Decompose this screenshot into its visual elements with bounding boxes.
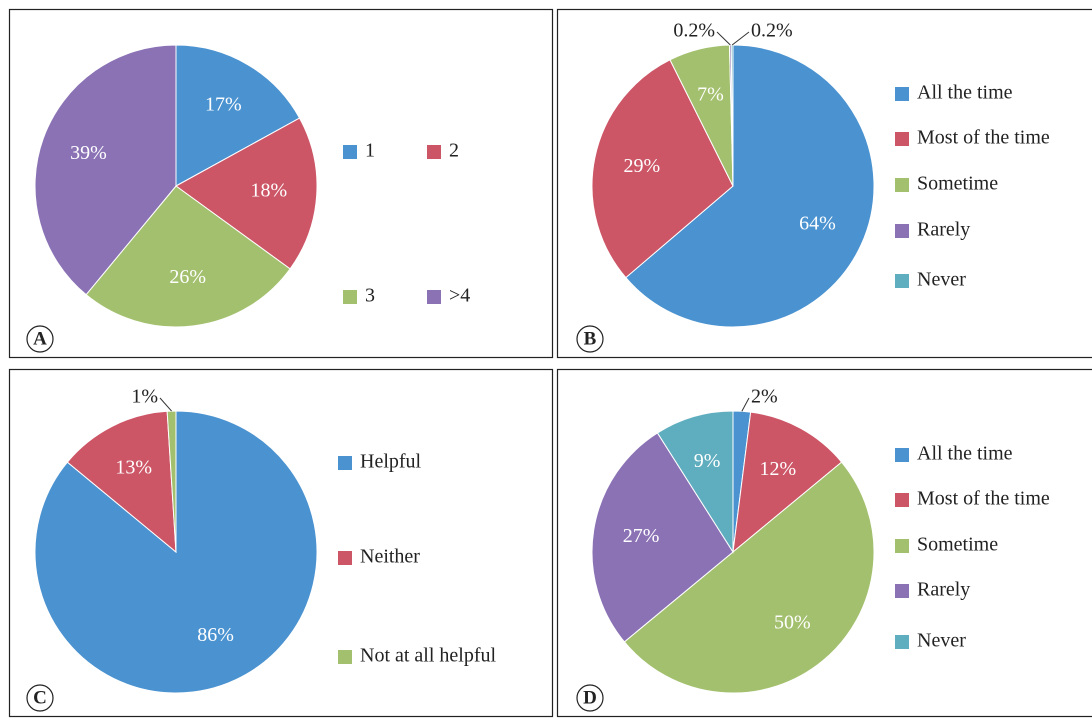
value-label: 12% xyxy=(759,458,796,480)
leader-line xyxy=(159,397,172,412)
leader-line xyxy=(716,31,731,46)
legend-swatch xyxy=(895,132,909,146)
legend-swatch xyxy=(895,87,909,101)
pie-slice xyxy=(625,44,875,328)
legend-swatch xyxy=(343,145,357,159)
panel-tag: A xyxy=(33,328,47,349)
legend-label: Never xyxy=(917,630,966,652)
legend-label: 3 xyxy=(365,285,375,307)
value-label: 2% xyxy=(751,386,778,408)
value-label: 50% xyxy=(774,611,811,633)
value-label: 0.2% xyxy=(751,20,793,42)
legend-swatch xyxy=(895,178,909,192)
legend-label: Never xyxy=(917,269,966,291)
value-label: 0.2% xyxy=(673,20,715,42)
value-label: 86% xyxy=(197,624,234,646)
legend-label: Rarely xyxy=(917,219,970,241)
pie-slice xyxy=(175,117,318,270)
legend-swatch xyxy=(895,493,909,507)
panel-tag: B xyxy=(584,328,597,349)
pie-slice xyxy=(166,410,177,553)
value-label: 26% xyxy=(169,266,206,288)
value-label: 39% xyxy=(70,142,107,164)
leader-line xyxy=(741,397,750,412)
legend-label: Neither xyxy=(360,546,420,568)
value-label: 27% xyxy=(623,525,660,547)
value-label: 9% xyxy=(694,450,721,472)
pie-slice xyxy=(730,44,734,187)
pie-slice xyxy=(66,410,177,554)
pie-slice xyxy=(175,44,301,187)
pie-slice xyxy=(85,185,291,328)
legend-label: Most of the time xyxy=(917,488,1050,510)
legend-swatch xyxy=(895,224,909,238)
value-label: 17% xyxy=(205,93,242,115)
legend-label: Most of the time xyxy=(917,127,1050,149)
pie-slice xyxy=(656,410,734,554)
legend-label: 1 xyxy=(365,140,375,162)
panel-tag-circle xyxy=(576,684,604,712)
pie-slice xyxy=(732,411,843,554)
legend-swatch xyxy=(895,274,909,288)
legend-swatch xyxy=(895,584,909,598)
legend-label: All the time xyxy=(917,443,1013,465)
value-label: 64% xyxy=(799,213,836,235)
pie-slice xyxy=(591,59,734,279)
legend-swatch xyxy=(338,456,352,470)
legend-label: >4 xyxy=(449,285,470,307)
legend-label: Not at all helpful xyxy=(360,645,497,667)
legend-label: All the time xyxy=(917,82,1013,104)
value-label: 18% xyxy=(251,179,288,201)
legend-swatch xyxy=(895,539,909,553)
value-label: 29% xyxy=(623,155,660,177)
pie-slice xyxy=(591,432,734,643)
panel-tag-circle xyxy=(26,325,54,353)
value-label: 7% xyxy=(697,83,724,105)
legend-swatch xyxy=(338,650,352,664)
value-label: 13% xyxy=(115,457,152,479)
legend-swatch xyxy=(895,635,909,649)
pie-slice xyxy=(623,461,875,694)
legend-label: 2 xyxy=(449,140,459,162)
legend-label: Helpful xyxy=(360,451,422,473)
legend-swatch xyxy=(427,145,441,159)
legend-label: Sometime xyxy=(917,173,998,195)
panel-tag: D xyxy=(583,687,597,708)
panel-tag-circle xyxy=(576,325,604,353)
legend-label: Rarely xyxy=(917,579,970,601)
value-label: 1% xyxy=(131,386,158,408)
panel-tag-circle xyxy=(26,684,54,712)
legend-swatch xyxy=(338,551,352,565)
leader-line xyxy=(731,31,750,46)
legend-swatch xyxy=(895,448,909,462)
panel-tag: C xyxy=(33,687,47,708)
pie-slice xyxy=(34,44,177,296)
legend-swatch xyxy=(427,290,441,304)
legend-label: Sometime xyxy=(917,534,998,556)
legend-swatch xyxy=(343,290,357,304)
